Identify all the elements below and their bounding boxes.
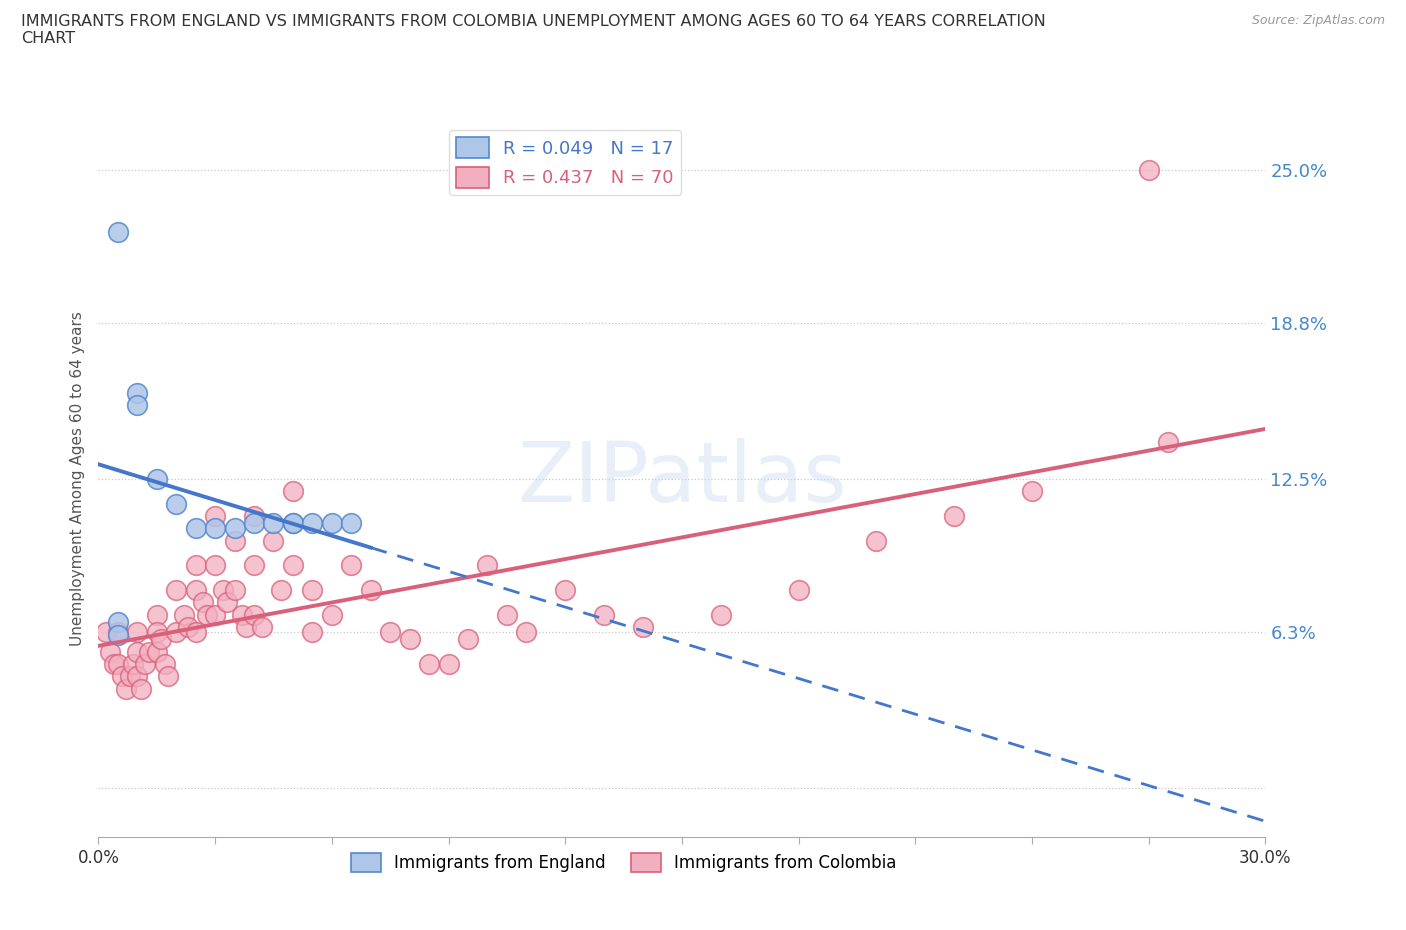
Point bbox=[1137, 163, 1160, 178]
Point bbox=[270, 582, 292, 597]
Point bbox=[281, 484, 304, 498]
Point bbox=[231, 607, 253, 622]
Point bbox=[118, 669, 141, 684]
Point bbox=[631, 619, 654, 634]
Point bbox=[515, 625, 537, 640]
Point bbox=[146, 644, 169, 659]
Point bbox=[281, 558, 304, 573]
Point bbox=[184, 625, 207, 640]
Point bbox=[215, 595, 238, 610]
Point bbox=[184, 558, 207, 573]
Point bbox=[153, 657, 176, 671]
Point bbox=[301, 625, 323, 640]
Point bbox=[98, 644, 121, 659]
Point bbox=[943, 509, 966, 524]
Point bbox=[122, 657, 145, 671]
Point bbox=[127, 397, 149, 412]
Point bbox=[281, 516, 304, 531]
Point bbox=[496, 607, 519, 622]
Point bbox=[127, 644, 149, 659]
Point bbox=[437, 657, 460, 671]
Point bbox=[204, 521, 226, 536]
Point bbox=[134, 657, 156, 671]
Legend: Immigrants from England, Immigrants from Colombia: Immigrants from England, Immigrants from… bbox=[344, 846, 903, 879]
Point bbox=[243, 607, 266, 622]
Point bbox=[149, 632, 172, 647]
Point bbox=[165, 625, 187, 640]
Point bbox=[243, 516, 266, 531]
Point bbox=[380, 625, 402, 640]
Point bbox=[360, 582, 382, 597]
Point bbox=[127, 669, 149, 684]
Point bbox=[321, 516, 343, 531]
Point bbox=[107, 224, 129, 239]
Point bbox=[865, 533, 887, 548]
Point bbox=[243, 558, 266, 573]
Point bbox=[184, 582, 207, 597]
Point bbox=[398, 632, 420, 647]
Point bbox=[1021, 484, 1043, 498]
Point bbox=[457, 632, 479, 647]
Point bbox=[204, 607, 226, 622]
Point bbox=[418, 657, 440, 671]
Point bbox=[184, 521, 207, 536]
Point bbox=[146, 607, 169, 622]
Point bbox=[177, 619, 200, 634]
Point bbox=[212, 582, 235, 597]
Point bbox=[103, 657, 125, 671]
Point bbox=[138, 644, 160, 659]
Point bbox=[107, 657, 129, 671]
Point bbox=[340, 558, 363, 573]
Point bbox=[262, 533, 284, 548]
Point bbox=[301, 582, 323, 597]
Point bbox=[250, 619, 273, 634]
Point bbox=[165, 497, 187, 512]
Point bbox=[146, 472, 169, 486]
Point bbox=[107, 627, 129, 642]
Point bbox=[114, 682, 136, 697]
Point bbox=[321, 607, 343, 622]
Point bbox=[554, 582, 576, 597]
Point bbox=[710, 607, 733, 622]
Point bbox=[146, 625, 169, 640]
Point bbox=[224, 582, 246, 597]
Point bbox=[96, 625, 118, 640]
Point bbox=[173, 607, 195, 622]
Point bbox=[204, 509, 226, 524]
Point bbox=[224, 533, 246, 548]
Point bbox=[477, 558, 499, 573]
Text: ZIPatlas: ZIPatlas bbox=[517, 438, 846, 520]
Point bbox=[301, 516, 323, 531]
Point bbox=[281, 516, 304, 531]
Point bbox=[127, 385, 149, 400]
Point bbox=[193, 595, 215, 610]
Point bbox=[243, 509, 266, 524]
Point bbox=[262, 516, 284, 531]
Point bbox=[127, 625, 149, 640]
Point bbox=[195, 607, 218, 622]
Point bbox=[1157, 434, 1180, 449]
Point bbox=[224, 521, 246, 536]
Text: Source: ZipAtlas.com: Source: ZipAtlas.com bbox=[1251, 14, 1385, 27]
Y-axis label: Unemployment Among Ages 60 to 64 years: Unemployment Among Ages 60 to 64 years bbox=[69, 312, 84, 646]
Point bbox=[129, 682, 152, 697]
Point bbox=[165, 582, 187, 597]
Point bbox=[204, 558, 226, 573]
Point bbox=[107, 615, 129, 630]
Point bbox=[157, 669, 180, 684]
Point bbox=[340, 516, 363, 531]
Point bbox=[593, 607, 616, 622]
Point bbox=[235, 619, 257, 634]
Point bbox=[787, 582, 810, 597]
Text: IMMIGRANTS FROM ENGLAND VS IMMIGRANTS FROM COLOMBIA UNEMPLOYMENT AMONG AGES 60 T: IMMIGRANTS FROM ENGLAND VS IMMIGRANTS FR… bbox=[21, 14, 1046, 46]
Point bbox=[111, 669, 134, 684]
Point bbox=[107, 625, 129, 640]
